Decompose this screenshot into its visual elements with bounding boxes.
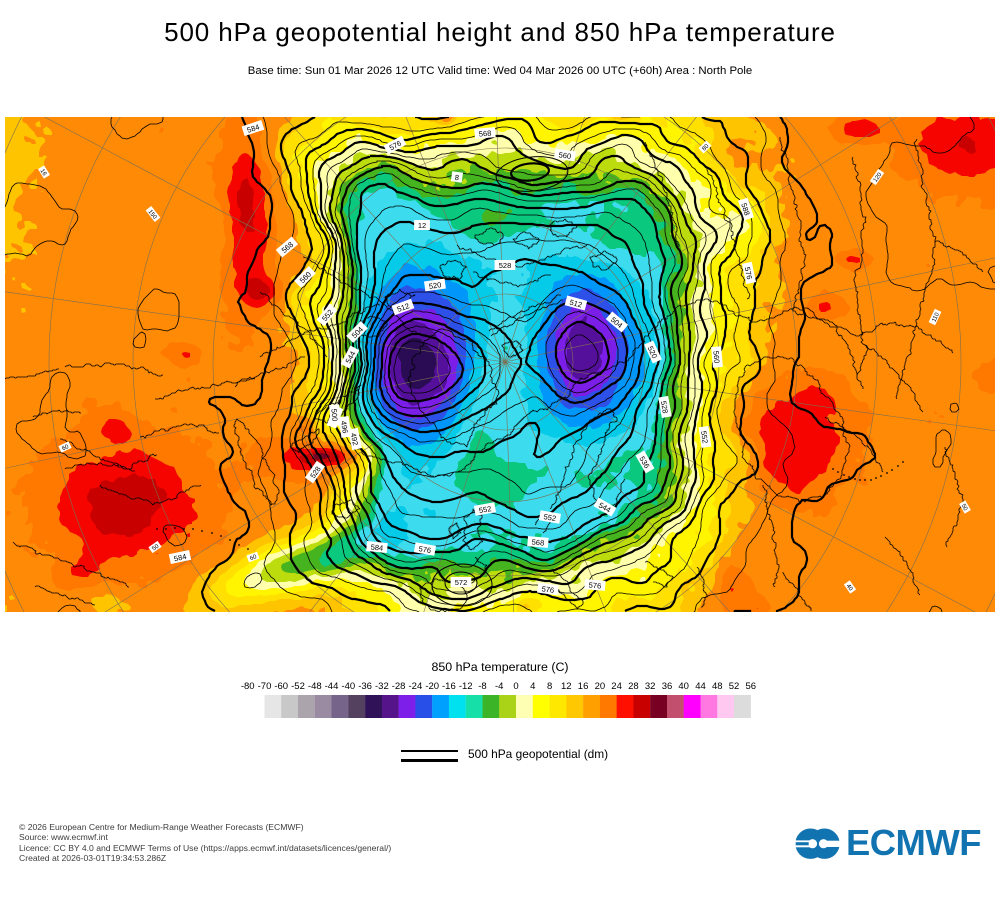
svg-text:568: 568	[478, 129, 491, 139]
svg-text:576: 576	[588, 581, 601, 591]
svg-text:584: 584	[173, 552, 187, 563]
svg-text:568: 568	[531, 538, 544, 548]
svg-text:150: 150	[147, 209, 158, 221]
svg-text:12: 12	[418, 221, 426, 230]
svg-text:120: 120	[873, 171, 884, 183]
svg-text:588: 588	[739, 202, 751, 217]
svg-text:16: 16	[39, 168, 48, 177]
svg-text:560: 560	[558, 150, 572, 161]
svg-text:492: 492	[349, 432, 360, 446]
svg-text:512: 512	[396, 301, 411, 314]
svg-text:ECMWF: ECMWF	[846, 822, 981, 863]
svg-text:528: 528	[659, 400, 670, 414]
svg-text:60: 60	[61, 444, 70, 453]
svg-text:572: 572	[455, 578, 468, 587]
svg-text:8: 8	[454, 173, 459, 182]
svg-text:552: 552	[699, 430, 710, 444]
svg-text:50: 50	[960, 503, 969, 512]
svg-text:80: 80	[701, 143, 710, 152]
svg-text:552: 552	[543, 512, 557, 523]
svg-text:50: 50	[151, 543, 160, 552]
svg-text:110: 110	[931, 311, 941, 323]
svg-text:576: 576	[743, 266, 754, 280]
svg-text:584: 584	[246, 122, 261, 134]
svg-text:552: 552	[478, 504, 492, 515]
svg-text:560: 560	[711, 350, 721, 363]
svg-text:500: 500	[329, 408, 339, 421]
svg-text:528: 528	[499, 261, 512, 270]
svg-text:576: 576	[541, 584, 555, 595]
svg-text:520: 520	[428, 280, 442, 291]
svg-text:40: 40	[845, 583, 854, 592]
svg-text:512: 512	[569, 298, 583, 310]
svg-text:496: 496	[339, 420, 350, 434]
svg-text:576: 576	[418, 544, 432, 555]
svg-text:60: 60	[249, 554, 258, 562]
svg-text:584: 584	[370, 542, 383, 552]
